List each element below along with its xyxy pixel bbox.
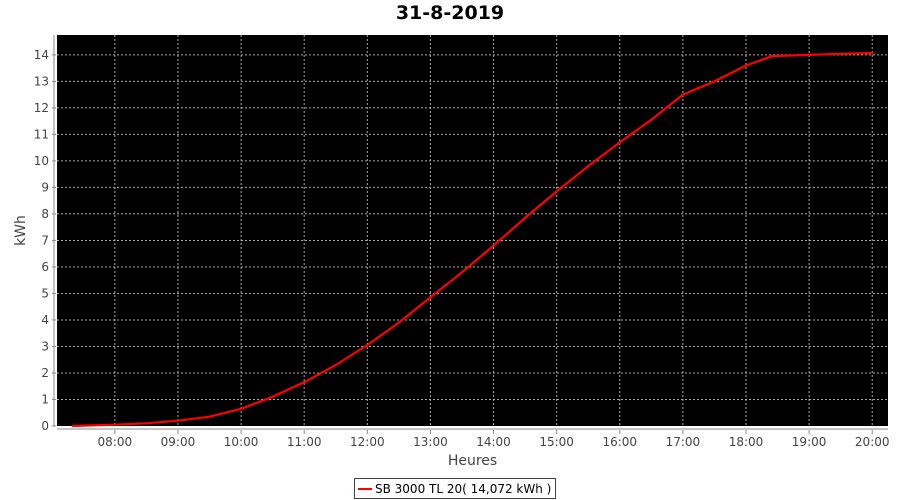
data-point (871, 51, 874, 55)
y-tick-label: 12 (34, 101, 49, 115)
data-point (650, 118, 653, 122)
data-point (523, 216, 527, 220)
data-point (271, 395, 274, 399)
y-tick-label: 0 (41, 419, 49, 433)
data-point (839, 52, 842, 56)
y-tick-label: 14 (34, 48, 49, 62)
x-tick-label: 13:00 (413, 435, 448, 449)
y-tick-label: 9 (41, 180, 49, 194)
legend: SB 3000 TL 20( 14,072 kWh ) (354, 478, 557, 499)
x-tick-label: 20:00 (855, 435, 890, 449)
data-point (145, 422, 148, 425)
x-tick-label: 10:00 (224, 435, 259, 449)
x-tick-label: 12:00 (350, 435, 385, 449)
x-tick-label: 08:00 (98, 435, 133, 449)
x-tick-label: 11:00 (287, 435, 322, 449)
data-point (713, 80, 716, 83)
y-tick-label: 10 (34, 154, 49, 168)
data-point (366, 343, 369, 347)
y-tick-label: 11 (34, 127, 49, 141)
data-point (334, 363, 337, 367)
y-tick-label: 6 (41, 260, 49, 274)
data-point (302, 381, 306, 384)
y-tick-label: 4 (41, 313, 49, 327)
data-point (697, 86, 700, 90)
plot-area (57, 35, 888, 426)
data-point (618, 141, 621, 144)
data-point (744, 64, 748, 67)
x-axis-label: Heures (448, 453, 497, 469)
data-point (681, 93, 685, 96)
legend-swatch (358, 487, 372, 490)
y-tick-label: 13 (34, 74, 49, 88)
x-tick-label: 09:00 (161, 435, 196, 449)
y-axis-label: kWh (13, 215, 29, 246)
x-tick-label: 17:00 (666, 435, 701, 449)
data-point (771, 55, 774, 58)
data-point (460, 271, 464, 274)
legend-label: SB 3000 TL 20( 14,072 kWh ) (375, 481, 552, 496)
data-point (492, 244, 495, 247)
y-tick-label: 8 (41, 207, 49, 221)
y-tick-label: 2 (41, 366, 49, 380)
data-point (176, 419, 180, 422)
x-tick-label: 15:00 (539, 435, 574, 449)
y-tick-label: 1 (41, 392, 49, 406)
data-point (587, 165, 590, 168)
data-point (113, 423, 117, 426)
data-point (807, 53, 811, 57)
y-tick-label: 5 (41, 286, 49, 300)
data-point (397, 321, 401, 324)
data-point (555, 190, 558, 193)
x-tick-label: 14:00 (476, 435, 511, 449)
y-tick-label: 7 (41, 233, 49, 247)
x-tick-label: 18:00 (729, 435, 764, 449)
x-tick-label: 16:00 (602, 435, 637, 449)
data-point (429, 296, 432, 299)
data-point (239, 407, 243, 410)
x-tick-label: 19:00 (792, 435, 827, 449)
data-point (71, 424, 74, 428)
y-tick-label: 3 (41, 339, 49, 353)
data-point (208, 415, 211, 418)
chart-title: 31-8-2019 (395, 2, 505, 24)
